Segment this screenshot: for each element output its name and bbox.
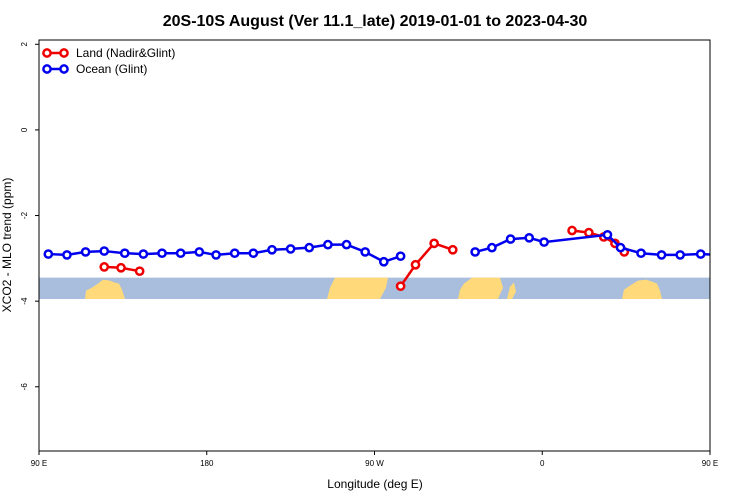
series-line (399, 241, 454, 287)
land-mass (507, 282, 516, 300)
data-point (304, 242, 315, 253)
x-tick-label: 90 E (31, 459, 47, 468)
legend-marker (42, 48, 52, 58)
land-mass (622, 279, 662, 300)
chart-title: 20S-10S August (Ver 11.1_late) 2019-01-0… (163, 13, 588, 30)
data-point (539, 237, 549, 247)
x-tick-label: 0 (540, 459, 545, 468)
data-point (615, 242, 626, 253)
data-point (429, 238, 439, 249)
data-point (138, 249, 149, 259)
data-point (80, 247, 91, 257)
y-tick-label: -6 (20, 383, 29, 391)
data-point (410, 259, 421, 270)
data-point (567, 225, 577, 236)
data-point (360, 247, 371, 257)
series-layer (43, 225, 741, 292)
y-tick-label: 0 (20, 127, 29, 132)
data-point (487, 242, 497, 253)
legend-marker (59, 48, 69, 58)
x-tick-label: 90 W (365, 459, 384, 468)
plot-frame (38, 39, 711, 452)
data-point (175, 248, 186, 259)
data-point (134, 266, 145, 277)
data-point (119, 248, 130, 259)
data-point (378, 256, 389, 267)
data-point (62, 250, 72, 260)
data-point (675, 250, 686, 260)
land-ocean-band (39, 277, 710, 300)
data-point (636, 248, 646, 259)
land-mass (327, 277, 388, 300)
data-point (470, 247, 480, 257)
series-ocean (43, 229, 741, 267)
axes: 90 E 180 90 W 0 90 E 2 0 -2 -4 -6 (20, 42, 718, 468)
data-point (194, 247, 205, 257)
data-point (656, 250, 667, 260)
legend-marker (42, 64, 52, 74)
data-point (285, 244, 296, 254)
legend-label: Land (Nadir&Glint) (76, 46, 175, 60)
data-point (583, 227, 594, 238)
data-point (341, 239, 352, 250)
data-point (157, 248, 167, 259)
data-point (99, 246, 110, 256)
data-point (395, 251, 406, 262)
legend-label: Ocean (Glint) (76, 62, 147, 76)
x-tick-label: 180 (200, 459, 214, 468)
land-mass (458, 277, 503, 300)
data-point (695, 249, 706, 259)
data-point (447, 244, 458, 255)
y-tick-label: 2 (20, 42, 29, 47)
data-point (43, 249, 54, 259)
y-tick-label: -4 (20, 297, 29, 305)
data-point (229, 248, 240, 259)
y-tick-label: -2 (20, 211, 29, 219)
y-axis-title: XCO2 - MLO trend (ppm) (0, 178, 14, 313)
data-point (99, 262, 110, 272)
land-mass (85, 279, 125, 300)
data-point (716, 251, 723, 258)
data-point (524, 232, 535, 243)
legend-marker (59, 64, 69, 74)
data-point (734, 251, 741, 258)
data-point (248, 248, 259, 259)
data-point (505, 234, 516, 244)
legend: Land (Nadir&Glint) Ocean (Glint) (42, 46, 175, 76)
x-tick-label: 90 E (702, 459, 718, 468)
data-point (395, 281, 406, 292)
data-point (211, 250, 221, 260)
data-point (116, 262, 126, 273)
x-axis-title: Longitude (deg E) (327, 477, 422, 491)
data-point (323, 239, 333, 250)
data-point (267, 244, 277, 255)
data-point (602, 229, 613, 240)
